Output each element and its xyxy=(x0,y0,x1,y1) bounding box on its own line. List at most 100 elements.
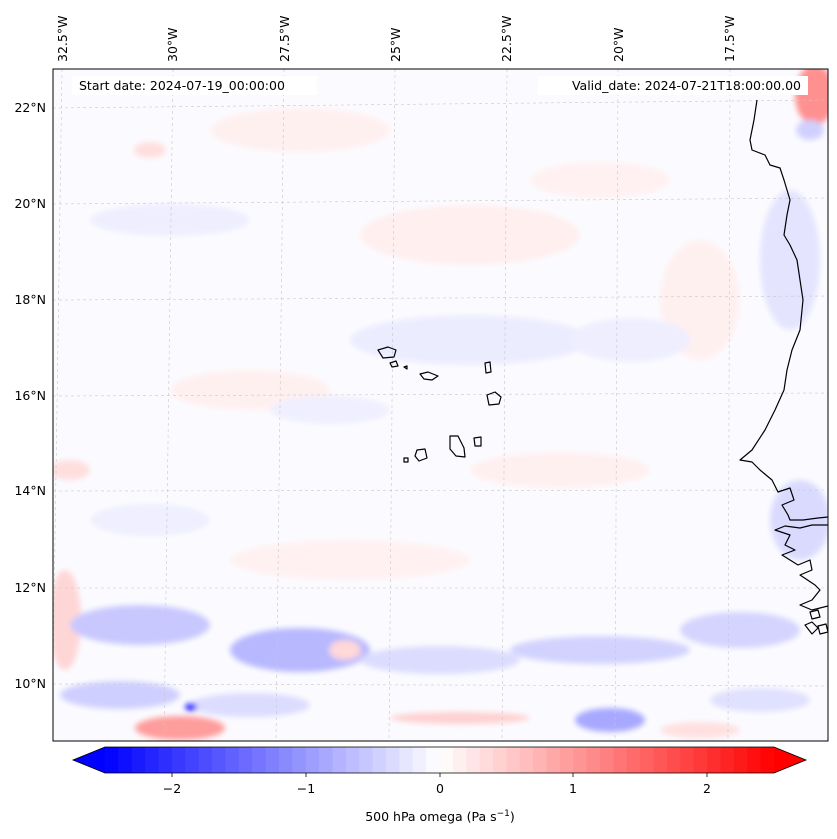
lon-label-22-5w: 22.5°W xyxy=(499,16,514,62)
colorbar-cell xyxy=(493,747,507,773)
colorbar-cell xyxy=(519,747,534,773)
santa-luzia-island xyxy=(403,365,408,370)
colorbar-cell xyxy=(506,747,521,773)
colorbar-cell xyxy=(707,747,722,773)
latitude-labels: 22°N 20°N 18°N 16°N 14°N 12°N 10°N xyxy=(14,100,46,691)
colorbar-cell xyxy=(733,747,748,773)
lon-label-25w: 25°W xyxy=(388,27,403,62)
colorbar-label-suffix: ) xyxy=(510,809,515,824)
sao-nicolau-island xyxy=(419,371,439,381)
lon-label-17-5w: 17.5°W xyxy=(722,16,737,62)
lon-label-20w: 20°W xyxy=(611,27,626,62)
colorbar-cell xyxy=(613,747,628,773)
colorbar-cell xyxy=(586,747,601,773)
fogo-island xyxy=(414,448,428,462)
colorbar-outline xyxy=(71,746,808,774)
colorbar-extend-high xyxy=(774,747,806,773)
colorbar-tick-labels: −2 −1 0 1 2 xyxy=(163,781,711,796)
cbar-tick-2: 2 xyxy=(703,781,711,796)
colorbar-cell xyxy=(225,747,240,773)
colorbar-label-exp: −1 xyxy=(497,809,510,819)
bissagos-islands xyxy=(804,609,828,635)
cbar-tick-neg2: −2 xyxy=(163,781,181,796)
colorbar-cell xyxy=(385,747,400,773)
colorbar-cell xyxy=(238,747,253,773)
colorbar-cells xyxy=(105,747,775,773)
sal-island xyxy=(484,361,492,374)
colorbar-cell xyxy=(131,747,146,773)
start-date-box xyxy=(72,76,317,95)
colorbar-cell xyxy=(626,747,641,773)
maio-island xyxy=(473,436,482,447)
santo-antao-island xyxy=(377,346,397,359)
cbar-tick-neg1: −1 xyxy=(297,781,315,796)
colorbar-cell xyxy=(198,747,213,773)
colorbar-cell xyxy=(212,747,227,773)
colorbar-ticks xyxy=(171,773,708,777)
coastlines xyxy=(377,99,828,635)
lon-label-32-5w: 32.5°W xyxy=(55,16,70,62)
start-date-label: Start date: 2024-07-19_00:00:00 xyxy=(79,78,285,93)
colorbar-cell xyxy=(332,747,347,773)
colorbar-cell xyxy=(158,747,173,773)
lat-label-22n: 22°N xyxy=(14,100,46,115)
colorbar-cell xyxy=(653,747,668,773)
colorbar: −2 −1 0 1 2 500 hPa omega (Pa s−1) xyxy=(71,746,808,824)
colorbar-cell xyxy=(412,747,427,773)
colorbar-cell xyxy=(573,747,588,773)
lat-label-20n: 20°N xyxy=(14,196,46,211)
cbar-tick-0: 0 xyxy=(436,781,444,796)
colorbar-label: 500 hPa omega (Pa s−1) xyxy=(365,809,515,824)
omega-field xyxy=(53,69,828,740)
colorbar-cell xyxy=(171,747,186,773)
valid-date-label: Valid_date: 2024-07-21T18:00:00.00 xyxy=(572,78,801,93)
colorbar-cell xyxy=(278,747,293,773)
colorbar-cell xyxy=(559,747,574,773)
map-frame xyxy=(52,68,829,742)
longitude-labels: 32.5°W 30°W 27.5°W 25°W 22.5°W 20°W 17.5… xyxy=(55,16,737,62)
colorbar-cell xyxy=(372,747,387,773)
gridlines xyxy=(53,69,828,741)
west-africa-coast xyxy=(739,99,828,521)
colorbar-cell xyxy=(466,747,481,773)
colorbar-cell xyxy=(265,747,280,773)
valid-date-box xyxy=(538,76,808,95)
colorbar-cell xyxy=(452,747,467,773)
colorbar-cell xyxy=(292,747,307,773)
colorbar-cell xyxy=(666,747,681,773)
colorbar-cell xyxy=(680,747,695,773)
sao-vicente-island xyxy=(389,360,399,368)
santiago-island xyxy=(449,435,466,458)
lat-label-16n: 16°N xyxy=(14,388,46,403)
brava-island xyxy=(403,457,409,463)
colorbar-cell xyxy=(426,747,441,773)
lon-label-27-5w: 27.5°W xyxy=(277,16,292,62)
lat-label-12n: 12°N xyxy=(14,580,46,595)
cbar-tick-1: 1 xyxy=(569,781,577,796)
lon-label-30w: 30°W xyxy=(165,27,180,62)
lat-label-14n: 14°N xyxy=(14,483,46,498)
colorbar-extend-low xyxy=(73,747,105,773)
colorbar-cell xyxy=(252,747,267,773)
colorbar-cell xyxy=(760,747,775,773)
colorbar-cell xyxy=(640,747,655,773)
guinea-coast xyxy=(774,524,828,611)
colorbar-cell xyxy=(359,747,374,773)
colorbar-cell xyxy=(105,747,119,773)
colorbar-label-prefix: 500 hPa omega (Pa s xyxy=(365,809,496,824)
colorbar-cell xyxy=(185,747,200,773)
colorbar-cell xyxy=(533,747,548,773)
colorbar-cell xyxy=(600,747,615,773)
lat-label-18n: 18°N xyxy=(14,292,46,307)
colorbar-cell xyxy=(345,747,360,773)
colorbar-cell xyxy=(747,747,762,773)
colorbar-cell xyxy=(693,747,708,773)
colorbar-cell xyxy=(399,747,414,773)
colorbar-cell xyxy=(479,747,494,773)
colorbar-cell xyxy=(720,747,735,773)
colorbar-cell xyxy=(305,747,320,773)
colorbar-cell xyxy=(439,747,454,773)
colorbar-cell xyxy=(145,747,160,773)
boa-vista-island xyxy=(486,391,502,406)
